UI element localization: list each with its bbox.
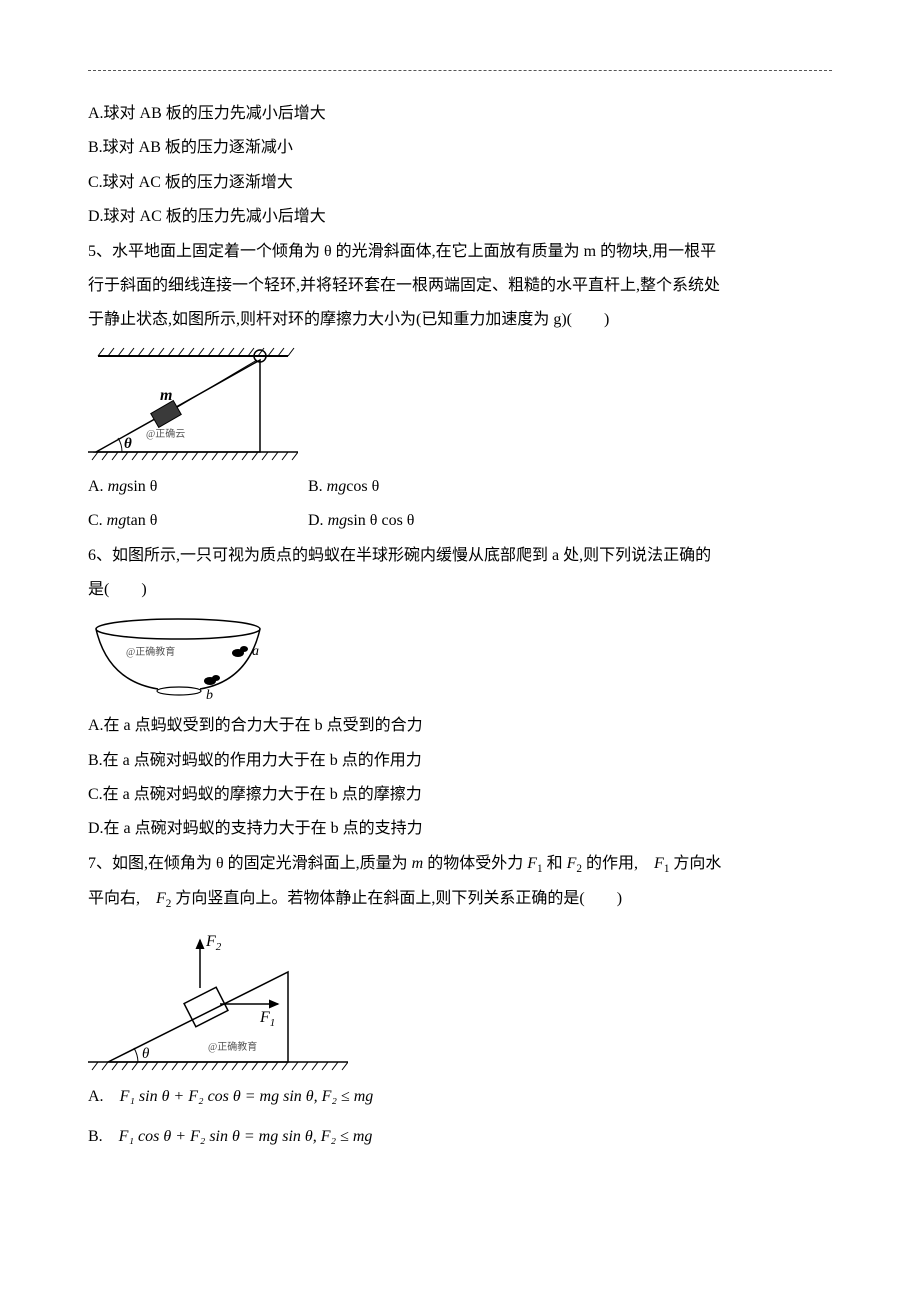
q5-opt-d: D. mgsin θ cos θ xyxy=(308,506,608,536)
q7-F1-b-sym: F xyxy=(654,855,664,872)
q6-opt-b: B.在 a 点碗对蚂蚁的作用力大于在 b 点的作用力 xyxy=(88,746,832,776)
top-rule xyxy=(88,70,832,71)
q5-line2: 行于斜面的细线连接一个轻环,并将轻环套在一根两端固定、粗糙的水平直杆上,整个系统… xyxy=(88,271,832,301)
svg-text:θ: θ xyxy=(124,436,132,452)
svg-text:@正确云: @正确云 xyxy=(146,427,185,440)
q5-opt-b: B. mgcos θ xyxy=(308,472,608,502)
q5-opt-c-pre: C. xyxy=(88,512,107,529)
q7-line1-mid: 的物体受外力 xyxy=(423,855,527,872)
q7-line1-post: 的作用, xyxy=(582,855,654,872)
q7-opt-a: A. F₁ sin θ + F₂ cos θ = mg sin θ, F₂ ≤ … xyxy=(88,1082,832,1112)
q6-figure-svg: a b @正确教育 xyxy=(88,611,288,701)
q7-line2: 平向右, F2 方向竖直向上。若物体静止在斜面上,则下列关系正确的是( ) xyxy=(88,884,832,915)
q7-opt-a-expr: F₁ sin θ + F₂ cos θ = mg sin θ, F₂ ≤ mg xyxy=(120,1088,374,1105)
q5-opt-c-post: tan θ xyxy=(126,512,157,529)
q7-F2-a-sym: F xyxy=(567,855,577,872)
q7-F1-b: F1 xyxy=(654,855,669,872)
q4-opt-c: C.球对 AC 板的压力逐渐增大 xyxy=(88,168,832,198)
q5-opt-d-var: mg xyxy=(328,512,348,529)
q5-line3: 于静止状态,如图所示,则杆对环的摩擦力大小为(已知重力加速度为 g)( ) xyxy=(88,305,832,335)
q7-line1-pre: 7、如图,在倾角为 θ 的固定光滑斜面上,质量为 xyxy=(88,855,412,872)
svg-text:θ: θ xyxy=(142,1046,150,1062)
svg-text:F2: F2 xyxy=(205,933,222,953)
q5-opt-b-post: cos θ xyxy=(346,478,379,495)
q6-opt-c: C.在 a 点碗对蚂蚁的摩擦力大于在 b 点的摩擦力 xyxy=(88,780,832,810)
q7-line2-pre: 平向右, xyxy=(88,890,156,907)
q7-line1-m: m xyxy=(412,855,424,872)
q5-optrow-2: C. mgtan θ D. mgsin θ cos θ xyxy=(88,506,832,536)
q5-opt-a-post: sin θ xyxy=(127,478,157,495)
q6-line2: 是( ) xyxy=(88,575,832,605)
q5-optrow-1: A. mgsin θ B. mgcos θ xyxy=(88,472,832,502)
q7-opt-b-label: B. xyxy=(88,1128,119,1145)
svg-text:F1: F1 xyxy=(259,1009,275,1029)
q7-F1-a: F1 xyxy=(527,855,542,872)
q7-line1-tail: 方向水 xyxy=(669,855,721,872)
q5-figure: θ m @正确云 xyxy=(88,342,832,462)
q6-opt-d: D.在 a 点碗对蚂蚁的支持力大于在 b 点的支持力 xyxy=(88,814,832,844)
svg-text:@正确教育: @正确教育 xyxy=(126,645,175,658)
q5-opt-c: C. mgtan θ xyxy=(88,506,308,536)
q7-F2-b-sym: F xyxy=(156,890,166,907)
q5-opt-c-var: mg xyxy=(107,512,127,529)
q7-F2-b: F2 xyxy=(156,890,171,907)
q5-opt-a: A. mgsin θ xyxy=(88,472,308,502)
q7-F1-a-sym: F xyxy=(527,855,537,872)
q7-opt-b: B. F₁ cos θ + F₂ sin θ = mg sin θ, F₂ ≤ … xyxy=(88,1122,832,1152)
q4-opt-a: A.球对 AB 板的压力先减小后增大 xyxy=(88,99,832,129)
q7-F2-a: F2 xyxy=(567,855,582,872)
q6-line1: 6、如图所示,一只可视为质点的蚂蚁在半球形碗内缓慢从底部爬到 a 处,则下列说法… xyxy=(88,541,832,571)
q7-line2-post: 方向竖直向上。若物体静止在斜面上,则下列关系正确的是( ) xyxy=(171,890,622,907)
q7-opt-b-expr: F₁ cos θ + F₂ sin θ = mg sin θ, F₂ ≤ mg xyxy=(119,1128,373,1145)
q6-figure: a b @正确教育 xyxy=(88,611,832,701)
q5-opt-b-pre: B. xyxy=(308,478,327,495)
q5-opt-d-post: sin θ cos θ xyxy=(347,512,414,529)
q7-figure-svg: θ F2 F1@正确教育 xyxy=(88,922,348,1072)
q7-and: 和 xyxy=(543,855,567,872)
q5-opt-a-pre: A. xyxy=(88,478,108,495)
q4-opt-d: D.球对 AC 板的压力先减小后增大 xyxy=(88,202,832,232)
svg-text:a: a xyxy=(252,644,259,659)
q6-opt-a: A.在 a 点蚂蚁受到的合力大于在 b 点受到的合力 xyxy=(88,711,832,741)
svg-text:b: b xyxy=(206,688,213,701)
q7-line1: 7、如图,在倾角为 θ 的固定光滑斜面上,质量为 m 的物体受外力 F1 和 F… xyxy=(88,849,832,880)
q5-line1: 5、水平地面上固定着一个倾角为 θ 的光滑斜面体,在它上面放有质量为 m 的物块… xyxy=(88,237,832,267)
q5-figure-svg: θ m @正确云 xyxy=(88,342,298,462)
q7-figure: θ F2 F1@正确教育 xyxy=(88,922,832,1072)
svg-text:@正确教育: @正确教育 xyxy=(208,1040,257,1053)
q5-opt-d-pre: D. xyxy=(308,512,328,529)
q5-opt-b-var: mg xyxy=(327,478,347,495)
q5-opt-a-var: mg xyxy=(108,478,128,495)
q7-opt-a-label: A. xyxy=(88,1088,120,1105)
svg-text:m: m xyxy=(160,387,172,404)
q4-opt-b: B.球对 AB 板的压力逐渐减小 xyxy=(88,133,832,163)
